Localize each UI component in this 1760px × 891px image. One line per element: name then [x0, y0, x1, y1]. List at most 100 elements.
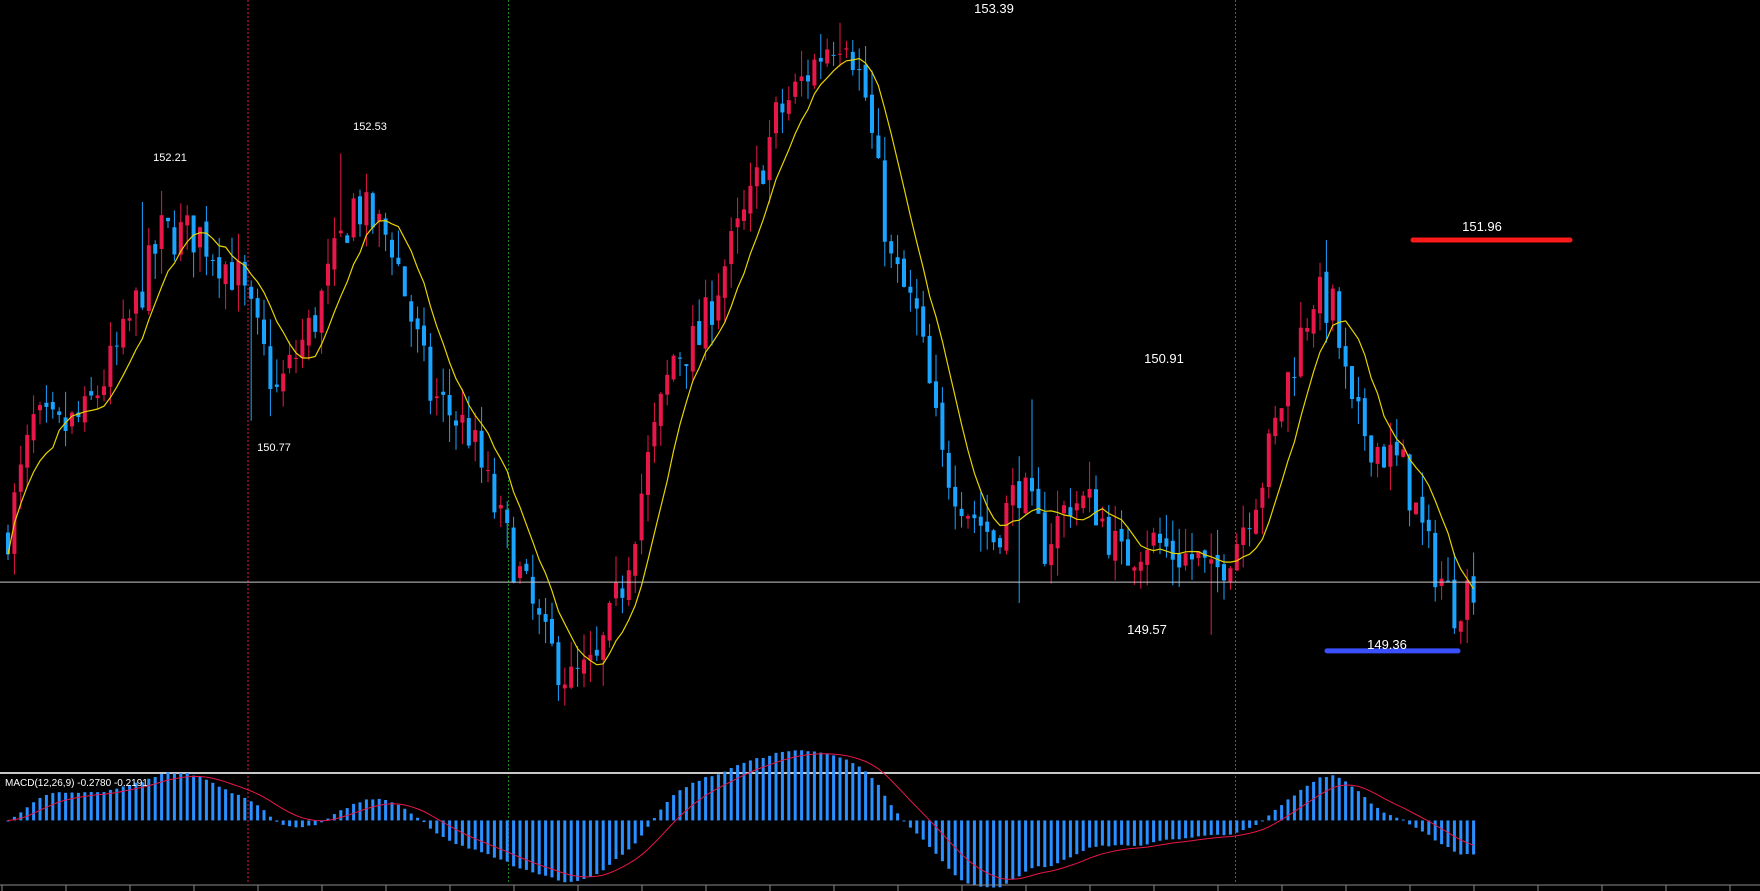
- candle: [831, 41, 836, 67]
- candle-body: [594, 649, 599, 656]
- candle: [1318, 262, 1322, 331]
- candle: [729, 217, 734, 288]
- candle: [114, 331, 119, 366]
- candle: [454, 411, 458, 450]
- macd-bar: [230, 793, 234, 821]
- candle: [210, 254, 215, 276]
- bottom-time-axis: [0, 884, 1760, 891]
- macd-bar: [524, 820, 528, 870]
- macd-bar: [684, 787, 688, 821]
- macd-bar: [1408, 820, 1412, 825]
- price-label: 150.91: [1144, 351, 1184, 366]
- candle: [838, 22, 842, 67]
- macd-bar: [473, 820, 477, 850]
- candle: [697, 299, 702, 346]
- macd-bar: [1139, 820, 1143, 846]
- candle-body: [1126, 539, 1130, 566]
- macd-bar: [966, 820, 970, 884]
- candle: [626, 557, 631, 607]
- candle: [159, 190, 164, 274]
- candle: [575, 646, 580, 687]
- macd-bar: [1088, 820, 1092, 848]
- macd-bar: [480, 820, 484, 853]
- candle: [498, 495, 503, 528]
- macd-bar: [768, 755, 772, 821]
- macd-bar: [204, 779, 208, 821]
- candle-body: [390, 239, 394, 258]
- macd-bar: [806, 751, 810, 821]
- candle: [460, 388, 465, 445]
- candle-body: [422, 325, 426, 346]
- candle-body: [140, 291, 145, 308]
- candle: [1375, 442, 1380, 478]
- candle: [902, 250, 906, 288]
- macd-bar: [678, 790, 682, 821]
- candle: [1234, 533, 1239, 571]
- candle: [1382, 443, 1386, 469]
- macd-bar: [300, 820, 304, 828]
- candle: [390, 232, 394, 276]
- candle-body: [1062, 505, 1066, 514]
- macd-bar: [409, 813, 413, 821]
- candle-body: [1388, 444, 1393, 467]
- macd-bar: [1414, 820, 1418, 828]
- candle: [230, 237, 234, 291]
- macd-bar: [1004, 820, 1008, 884]
- candle-body: [1036, 488, 1041, 514]
- macd-bar: [1433, 820, 1437, 841]
- candle: [134, 287, 138, 337]
- candle-body: [1074, 503, 1079, 511]
- candle-body: [38, 405, 42, 411]
- macd-bar: [550, 820, 554, 878]
- macd-bar: [1196, 820, 1200, 837]
- candle: [665, 359, 670, 406]
- candle: [710, 280, 714, 346]
- candle-body: [127, 318, 132, 321]
- candle: [511, 516, 516, 584]
- candle-body: [306, 317, 311, 346]
- candle: [844, 40, 849, 58]
- candle-body: [902, 258, 906, 287]
- macd-bar: [1216, 820, 1220, 835]
- candle-body: [844, 48, 849, 50]
- candle: [806, 59, 810, 99]
- macd-bar: [940, 820, 944, 862]
- candle: [1394, 419, 1399, 466]
- candle-body: [1298, 327, 1303, 377]
- macd-bar: [1126, 820, 1130, 846]
- candle-body: [370, 193, 375, 228]
- candle: [1030, 399, 1034, 506]
- candle-body: [1164, 538, 1169, 547]
- candle-body: [236, 260, 241, 286]
- candle-body: [806, 75, 810, 82]
- candle: [70, 410, 74, 434]
- candle-body: [82, 396, 87, 423]
- macd-bar: [102, 792, 106, 821]
- macd-bar: [256, 805, 260, 821]
- macd-bar: [364, 799, 368, 821]
- macd-bar: [1273, 809, 1277, 821]
- macd-bar: [1260, 820, 1264, 822]
- candle-body: [978, 516, 983, 526]
- candle: [1017, 456, 1022, 603]
- candle: [1055, 490, 1060, 576]
- candle-body: [710, 301, 714, 325]
- candle: [1343, 327, 1348, 389]
- candle-body: [1055, 516, 1060, 549]
- candle: [812, 53, 817, 89]
- macd-bar: [1228, 820, 1232, 835]
- candle: [422, 307, 426, 362]
- candle: [774, 96, 778, 149]
- candle: [1081, 490, 1086, 514]
- candle: [524, 559, 529, 575]
- candle-body: [1087, 488, 1092, 498]
- candle-body: [25, 434, 30, 468]
- macd-bar: [38, 797, 42, 821]
- macd-bar: [384, 799, 388, 821]
- candle-body: [946, 452, 951, 488]
- candle-body: [1190, 554, 1194, 560]
- candle-body: [812, 59, 817, 86]
- macd-bar: [211, 782, 215, 821]
- candle-body: [518, 566, 522, 578]
